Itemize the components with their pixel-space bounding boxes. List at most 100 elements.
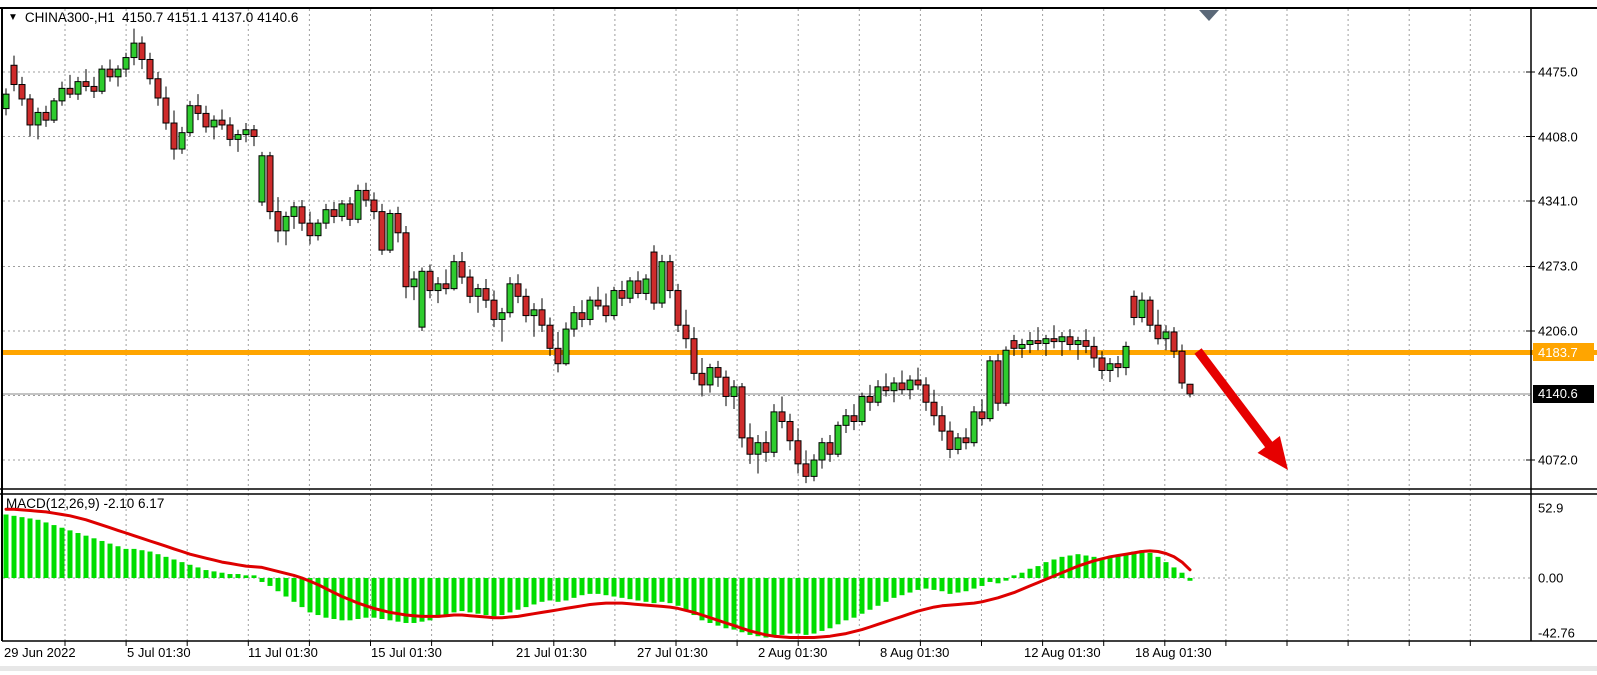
macd-bar [979, 578, 985, 586]
macd-bar [715, 578, 721, 626]
time-axis-label: 8 Aug 01:30 [880, 645, 950, 660]
candle-bullish [810, 459, 818, 477]
macd-bar [163, 556, 169, 578]
candle-bearish [1098, 357, 1106, 371]
macd-bar [507, 578, 513, 613]
macd-bar [1107, 556, 1113, 578]
macd-bar [683, 578, 689, 610]
candle-bearish [466, 276, 474, 297]
candle-bullish [706, 367, 714, 386]
macd-bar [1035, 566, 1041, 578]
collapse-indicator-icon[interactable]: ▼ [8, 11, 18, 23]
macd-bar [875, 578, 881, 606]
macd-bar [723, 578, 729, 629]
macd-axis-label: 52.9 [1538, 500, 1564, 516]
candle-bearish [146, 58, 154, 80]
candle-bullish [58, 87, 66, 102]
candle-bullish [770, 411, 778, 453]
candle-bearish [762, 442, 770, 453]
macd-bar [851, 578, 857, 618]
candle-bullish [506, 283, 514, 314]
candle-bearish [594, 299, 602, 307]
candle-bullish [754, 442, 762, 455]
macd-bar [843, 578, 849, 621]
candle-bullish [434, 283, 442, 292]
macd-bar [475, 578, 481, 614]
macd-bar [395, 578, 401, 622]
candle-bearish [914, 379, 922, 386]
macd-bar [315, 578, 321, 616]
candle-bearish [1090, 345, 1098, 359]
candle-bearish [826, 442, 834, 455]
candle-bearish [786, 420, 794, 442]
macd-bar [827, 578, 833, 629]
candle-bullish [234, 134, 242, 140]
macd-bar [747, 578, 753, 635]
macd-bar [467, 578, 473, 613]
candle-bearish [442, 283, 450, 290]
macd-bar [387, 578, 393, 621]
candle-bullish [282, 215, 290, 232]
macd-bar [323, 578, 329, 618]
candle-bullish [1138, 299, 1146, 319]
candle-bearish [138, 42, 146, 60]
candle-bearish [634, 280, 642, 294]
macd-bar [1155, 556, 1161, 578]
candle-bearish [10, 64, 18, 86]
candle-bullish [954, 437, 962, 450]
candle-bullish [1026, 340, 1034, 345]
macd-bar [19, 517, 25, 578]
macd-bar [251, 575, 257, 578]
macd-bar [691, 578, 697, 616]
candle-bullish [338, 203, 346, 217]
candle-bullish [610, 290, 618, 317]
candle-bearish [522, 295, 530, 317]
time-axis-label: 15 Jul 01:30 [371, 645, 442, 660]
macd-bar [299, 578, 305, 608]
candle-bearish [722, 376, 730, 397]
macd-bar [227, 574, 233, 578]
macd-bar [1171, 567, 1177, 578]
candle-bearish [106, 68, 114, 78]
time-axis-label: 18 Aug 01:30 [1135, 645, 1212, 660]
candle-bearish [362, 189, 370, 201]
candle-bearish [226, 124, 234, 140]
candle-bearish [578, 312, 586, 320]
candle-bullish [642, 278, 650, 294]
macd-indicator-label: MACD(12,26,9) -2.10 6.17 [6, 496, 165, 511]
macd-bar [1019, 572, 1025, 578]
macd-bar [83, 535, 89, 578]
macd-bar [571, 578, 577, 598]
candle-bearish [778, 411, 786, 422]
macd-bar [755, 578, 761, 637]
macd-bar [187, 564, 193, 578]
scroll-position-marker-icon[interactable] [1199, 10, 1219, 21]
macd-bar [635, 578, 641, 601]
trend-arrow-head[interactable] [1257, 436, 1288, 470]
trend-arrow-shaft[interactable] [1194, 348, 1276, 452]
candle-bullish [34, 111, 42, 126]
candle-bullish [122, 57, 130, 70]
macd-bar [131, 548, 137, 578]
candle-bearish [18, 84, 26, 100]
candle-bullish [1162, 331, 1170, 340]
macd-bar [1179, 572, 1185, 578]
candle-bearish [306, 222, 314, 237]
horizontal-scroll-area[interactable] [0, 666, 1597, 671]
candle-bearish [602, 305, 610, 317]
candle-bearish [202, 112, 210, 128]
macd-bar [603, 578, 609, 596]
macd-bar [595, 578, 601, 594]
macd-bar [411, 578, 417, 623]
macd-bar [787, 578, 793, 634]
candle-bearish [266, 155, 274, 213]
macd-bar [67, 530, 73, 578]
macd-bar [891, 578, 897, 598]
candle-bearish [346, 203, 354, 220]
macd-bar [955, 578, 961, 593]
macd-bar [123, 548, 129, 578]
macd-bar [899, 578, 905, 596]
candle-bullish [114, 68, 122, 78]
candle-bearish [650, 251, 658, 304]
